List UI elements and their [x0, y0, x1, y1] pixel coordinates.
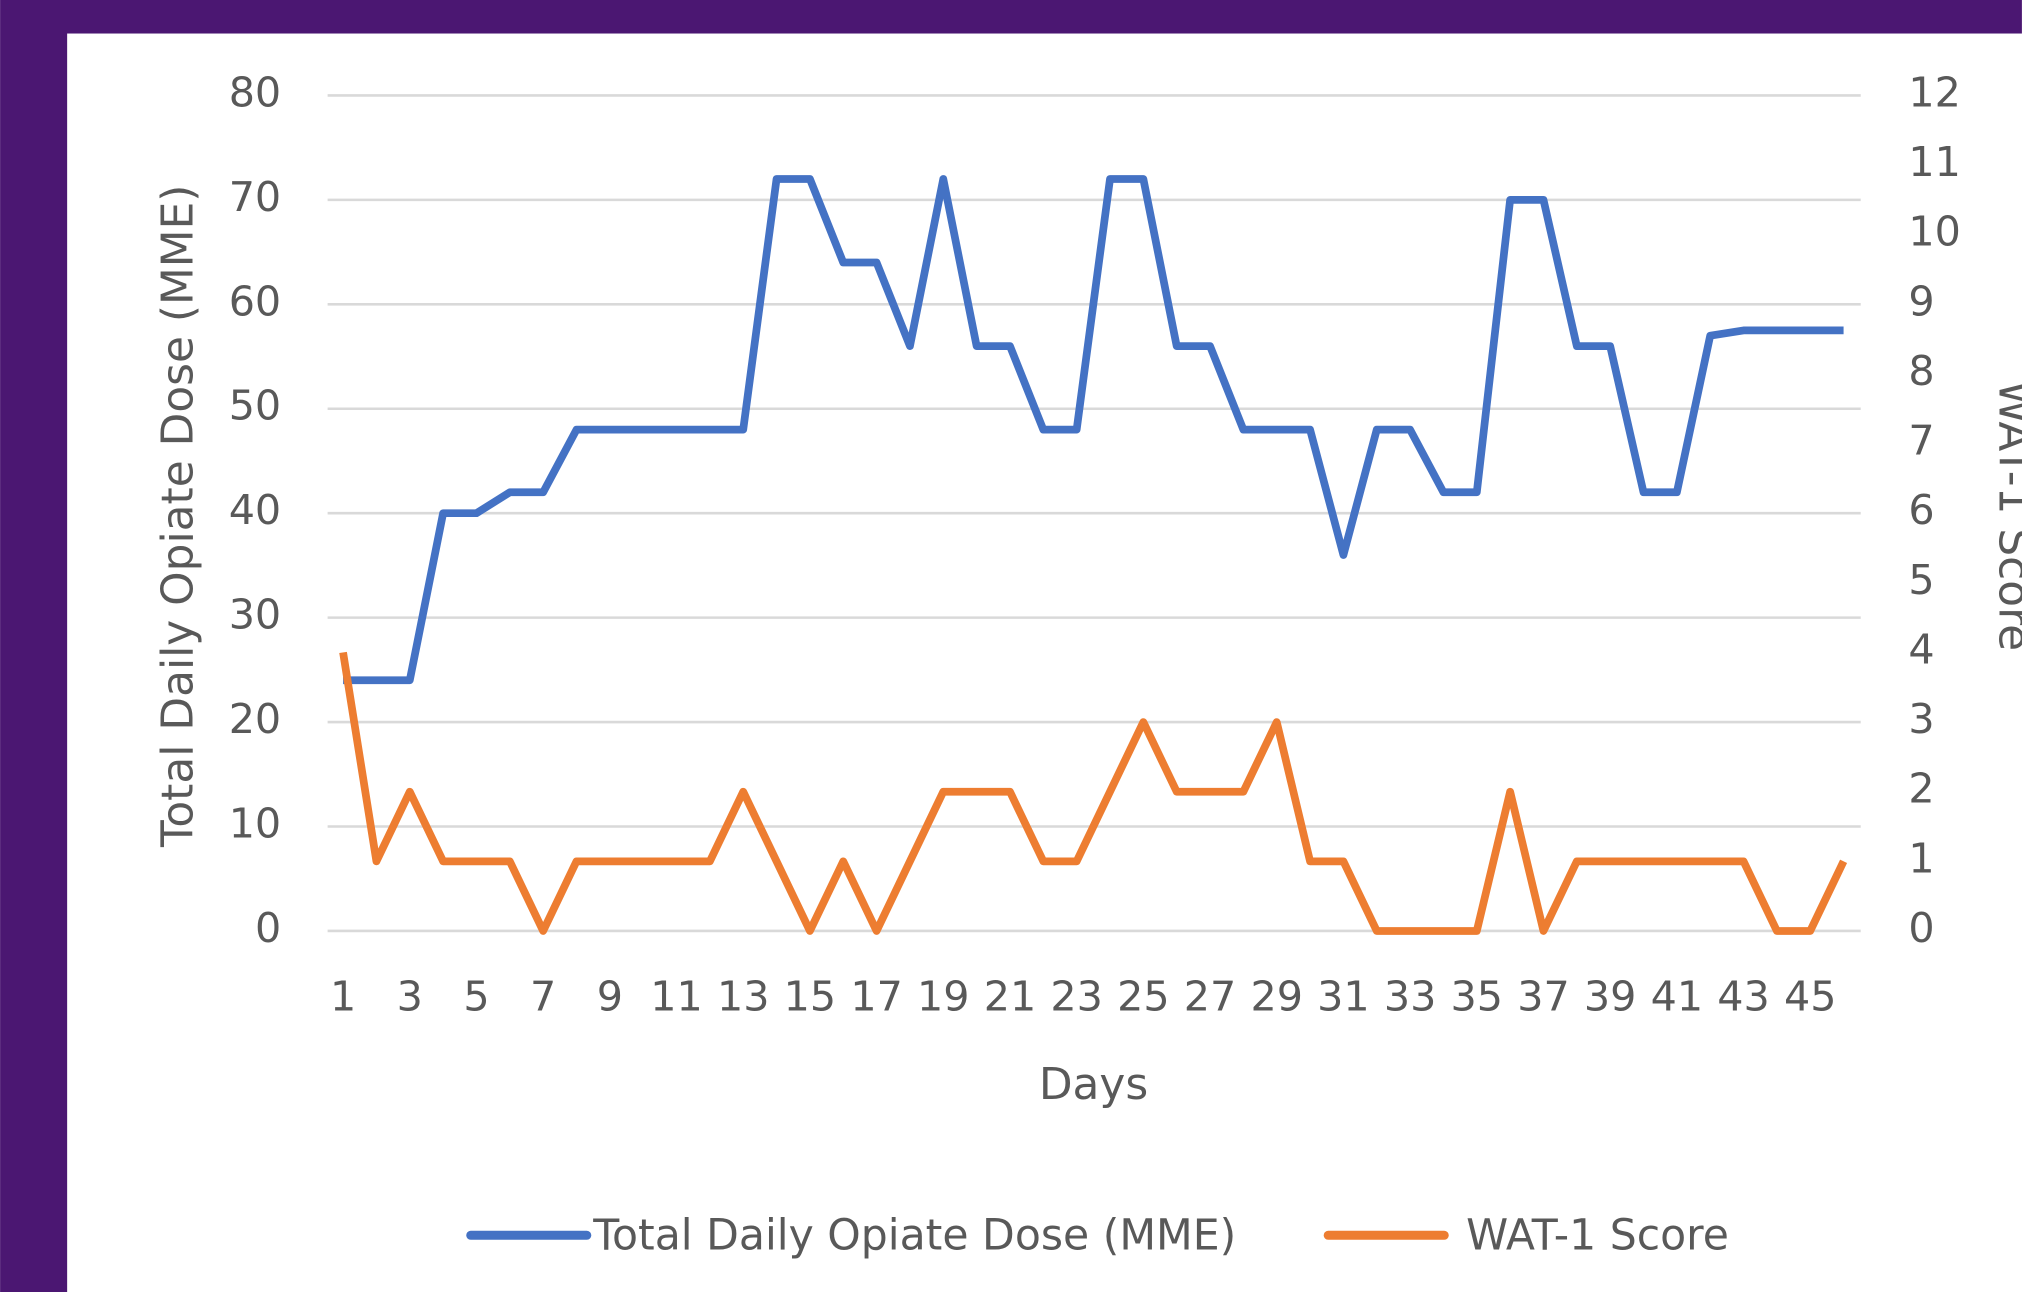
- x-tick-label: 5: [463, 972, 489, 1020]
- y-tick-label: 70: [229, 173, 282, 221]
- x-tick-label: 23: [1050, 972, 1103, 1020]
- y2-tick-label: 4: [1908, 625, 1934, 673]
- x-tick-label: 43: [1717, 972, 1770, 1020]
- x-tick-label: 15: [784, 972, 837, 1020]
- y2-tick-label: 11: [1908, 138, 1961, 186]
- y2-tick-label: 7: [1908, 417, 1934, 465]
- x-tick-label: 1: [330, 972, 356, 1020]
- x-tick-label: 11: [650, 972, 703, 1020]
- y-tick-label: 40: [229, 486, 282, 534]
- y-axis-title: Total Daily Opiate Dose (MME): [153, 185, 204, 848]
- panel: [67, 33, 2022, 1296]
- x-tick-label: 33: [1384, 972, 1437, 1020]
- x-tick-label: 45: [1784, 972, 1837, 1020]
- x-tick-label: 21: [984, 972, 1037, 1020]
- y2-tick-label: 12: [1908, 68, 1961, 116]
- x-tick-label: 39: [1584, 972, 1637, 1020]
- series-line: [343, 175, 1844, 685]
- y-tick-label: 0: [255, 904, 281, 952]
- x-axis-title: Days: [1039, 1059, 1148, 1110]
- x-tick-label: 41: [1651, 972, 1704, 1020]
- y-tick-label: 80: [229, 68, 282, 116]
- y2-tick-label: 2: [1908, 765, 1934, 813]
- y-tick-label: 20: [229, 695, 282, 743]
- y2-tick-label: 1: [1908, 834, 1934, 882]
- x-tick-label: 25: [1117, 972, 1170, 1020]
- x-tick-label: 29: [1250, 972, 1303, 1020]
- x-tick-label: 37: [1517, 972, 1570, 1020]
- x-tick-label: 7: [530, 972, 556, 1020]
- y2-tick-label: 6: [1908, 486, 1934, 534]
- x-tick-label: 27: [1184, 972, 1237, 1020]
- y2-tick-label: 0: [1908, 904, 1934, 952]
- x-tick-label: 19: [917, 972, 970, 1020]
- y2-tick-label: 3: [1908, 695, 1934, 743]
- y2-tick-label: 9: [1908, 277, 1934, 325]
- legend-label: WAT-1 Score: [1466, 1211, 1729, 1260]
- x-tick-label: 3: [397, 972, 423, 1020]
- y2-tick-label: 10: [1908, 208, 1961, 256]
- x-tick-label: 35: [1451, 972, 1504, 1020]
- x-tick-label: 31: [1317, 972, 1370, 1020]
- y2-tick-label: 8: [1908, 347, 1934, 395]
- legend-label: Total Daily Opiate Dose (MME): [592, 1211, 1236, 1260]
- y-tick-label: 30: [229, 591, 282, 639]
- series-line: [339, 651, 1848, 935]
- x-tick-label: 17: [850, 972, 903, 1020]
- y-tick-label: 50: [229, 382, 282, 430]
- y-tick-label: 10: [229, 800, 282, 848]
- y-tick-label: 60: [229, 277, 282, 325]
- y2-tick-label: 5: [1908, 556, 1934, 604]
- x-tick-label: 13: [717, 972, 770, 1020]
- y2-axis-title: WAT-1 Score: [1989, 380, 2022, 651]
- x-tick-label: 9: [597, 972, 623, 1020]
